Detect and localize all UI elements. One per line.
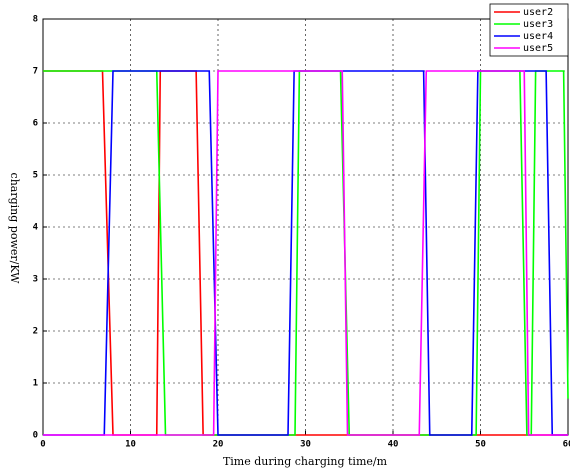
y-tick-label: 1 [33,379,38,389]
legend-label: user2 [523,7,553,18]
y-tick-label: 0 [33,431,38,441]
series-line [43,70,568,436]
x-tick-label: 60 [563,440,570,450]
y-tick-label: 2 [33,327,38,337]
legend-label: user5 [523,43,553,54]
y-tick-label: 4 [33,223,39,233]
y-tick-label: 7 [33,67,38,77]
y-axis-label: charging power/KW [8,173,21,285]
series-line [43,70,568,436]
x-tick-label: 10 [125,440,136,450]
x-tick-label: 40 [388,440,399,450]
y-tick-label: 6 [33,119,38,129]
series-line [43,70,568,436]
x-tick-label: 20 [213,440,224,450]
x-tick-label: 30 [300,440,311,450]
y-tick-label: 5 [33,171,38,181]
x-tick-label: 0 [40,440,45,450]
y-tick-label: 3 [33,275,38,285]
x-tick-label: 50 [475,440,486,450]
y-tick-label: 8 [33,15,38,25]
legend-label: user3 [523,19,553,30]
x-axis-label: Time during charging time/m [223,455,388,468]
legend-label: user4 [523,31,553,42]
